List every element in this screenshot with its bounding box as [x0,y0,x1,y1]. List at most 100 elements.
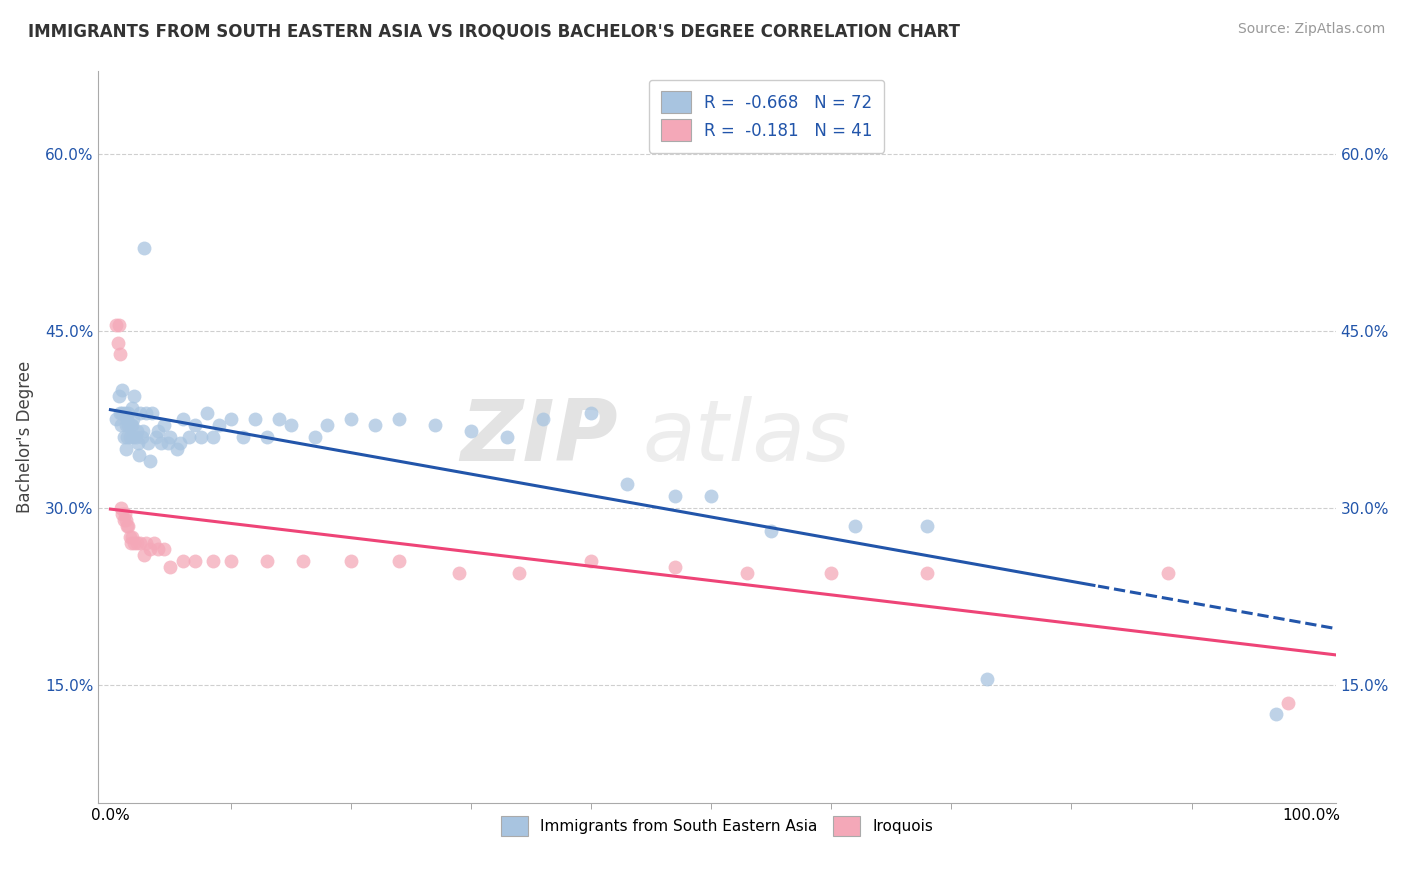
Point [844,518,866,533]
Point [110,418,132,433]
Point [114,507,136,521]
Point [183,554,205,568]
Point [108,347,131,361]
Point [135,536,157,550]
Point [125,424,148,438]
Point [166,442,188,456]
Point [132,424,155,438]
Text: ZIP: ZIP [460,395,619,479]
Point [111,383,134,397]
Point [195,407,218,421]
Point [117,430,139,444]
Point [157,436,180,450]
Point [111,507,134,521]
Point [148,424,170,438]
Point [142,536,165,550]
Point [153,542,176,557]
Point [508,566,530,580]
Point [423,418,446,433]
Point [1264,707,1286,722]
Point [107,335,129,350]
Point [118,530,141,544]
Point [304,430,326,444]
Point [141,407,163,421]
Point [256,430,278,444]
Point [256,554,278,568]
Point [232,430,254,444]
Point [976,672,998,686]
Point [201,554,224,568]
Point [120,418,142,433]
Point [364,418,387,433]
Point [148,542,170,557]
Point [339,412,361,426]
Point [1277,696,1299,710]
Point [132,241,155,255]
Point [124,536,146,550]
Point [122,430,145,444]
Point [388,554,411,568]
Point [131,430,153,444]
Point [117,418,139,433]
Point [820,566,842,580]
Point [172,412,194,426]
Point [447,566,470,580]
Point [759,524,782,539]
Point [735,566,758,580]
Point [110,500,132,515]
Point [115,442,138,456]
Point [112,430,135,444]
Point [207,418,229,433]
Point [108,318,131,332]
Point [117,518,139,533]
Point [139,453,162,467]
Point [127,436,149,450]
Point [135,407,157,421]
Point [172,554,194,568]
Point [315,418,337,433]
Point [111,407,134,421]
Point [616,477,638,491]
Point [124,389,146,403]
Point [917,518,939,533]
Point [112,513,135,527]
Point [219,554,242,568]
Y-axis label: Bachelor's Degree: Bachelor's Degree [15,361,34,513]
Point [183,418,205,433]
Point [139,542,162,557]
Point [388,412,411,426]
Point [129,407,152,421]
Point [159,430,181,444]
Point [700,489,723,503]
Point [664,489,686,503]
Point [108,407,131,421]
Point [291,554,314,568]
Point [280,418,302,433]
Point [153,418,176,433]
Legend: Immigrants from South Eastern Asia, Iroquois: Immigrants from South Eastern Asia, Iroq… [489,805,945,847]
Point [159,559,181,574]
Point [664,559,686,574]
Point [579,407,602,421]
Point [114,407,136,421]
Point [115,418,138,433]
Point [117,407,139,421]
Point [339,554,361,568]
Point [177,430,200,444]
Point [125,536,148,550]
Point [201,430,224,444]
Point [120,536,142,550]
Point [128,448,150,462]
Point [579,554,602,568]
Point [122,412,145,426]
Point [190,430,212,444]
Point [531,412,554,426]
Point [495,430,517,444]
Point [267,412,290,426]
Point [129,536,152,550]
Text: IMMIGRANTS FROM SOUTH EASTERN ASIA VS IROQUOIS BACHELOR'S DEGREE CORRELATION CHA: IMMIGRANTS FROM SOUTH EASTERN ASIA VS IR… [28,22,960,40]
Point [243,412,266,426]
Point [132,548,155,562]
Point [105,318,128,332]
Point [118,430,141,444]
